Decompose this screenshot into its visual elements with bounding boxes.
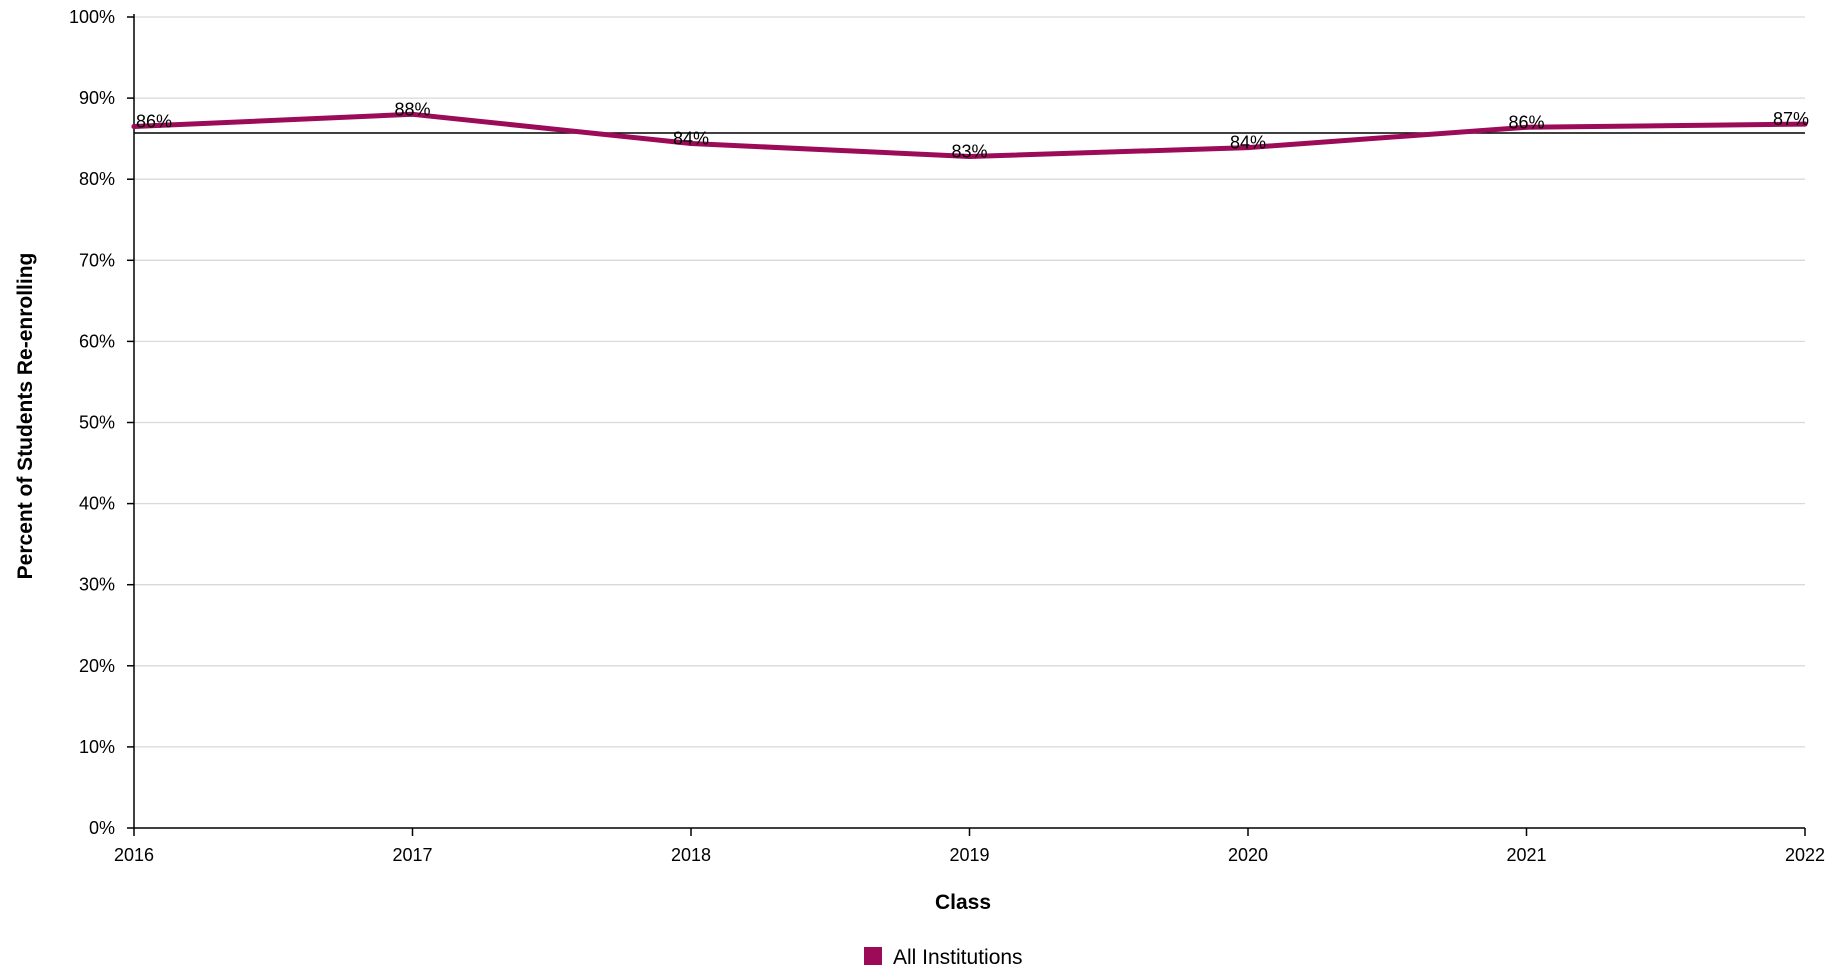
x-tick-label: 2019	[949, 845, 989, 865]
y-tick-label: 40%	[79, 494, 115, 514]
data-label: 84%	[1230, 133, 1266, 153]
y-tick-label: 30%	[79, 575, 115, 595]
legend: All Institutions	[864, 946, 1023, 969]
x-tick-label: 2016	[114, 845, 154, 865]
y-axis-title: Percent of Students Re-enrolling	[14, 253, 37, 580]
y-tick-label: 60%	[79, 331, 115, 351]
data-point	[967, 153, 972, 159]
y-tick-label: 90%	[79, 88, 115, 108]
x-tick-label: 2021	[1506, 845, 1546, 865]
y-tick-label: 50%	[79, 413, 115, 433]
data-point	[410, 111, 415, 117]
data-point	[688, 141, 694, 147]
data-label: 84%	[673, 129, 709, 149]
y-tick-label: 70%	[79, 250, 115, 270]
data-label: 87%	[1773, 109, 1809, 129]
data-point	[1524, 124, 1529, 130]
legend-label: All Institutions	[893, 946, 1023, 969]
data-point	[1245, 145, 1251, 151]
series-layer	[131, 111, 1808, 159]
x-tick-label: 2020	[1228, 845, 1268, 865]
y-tick-label: 20%	[79, 656, 115, 676]
data-labels: 86% 88% 84% 83% 84% 86% 87%	[136, 99, 1809, 161]
y-tick-label: 80%	[79, 169, 115, 189]
data-label: 83%	[951, 141, 987, 161]
grid-lines	[134, 16, 1805, 748]
y-tick-label: 100%	[69, 7, 115, 27]
axes: 0% 10% 20% 30% 40% 50% 60% 70% 80% 90% 100% 2016 201…	[69, 7, 1825, 865]
y-tick-label: 0%	[89, 818, 115, 838]
data-label: 88%	[394, 99, 430, 119]
x-axis-title: Class	[935, 891, 991, 914]
data-point	[131, 123, 137, 129]
x-tick-label: 2022	[1785, 845, 1825, 865]
data-label: 86%	[1508, 112, 1544, 132]
legend-swatch	[864, 947, 882, 965]
x-tick-label: 2017	[392, 845, 432, 865]
data-label: 86%	[136, 111, 172, 131]
data-point	[1802, 121, 1808, 127]
x-tick-label: 2018	[671, 845, 711, 865]
y-tick-label: 10%	[79, 737, 115, 757]
